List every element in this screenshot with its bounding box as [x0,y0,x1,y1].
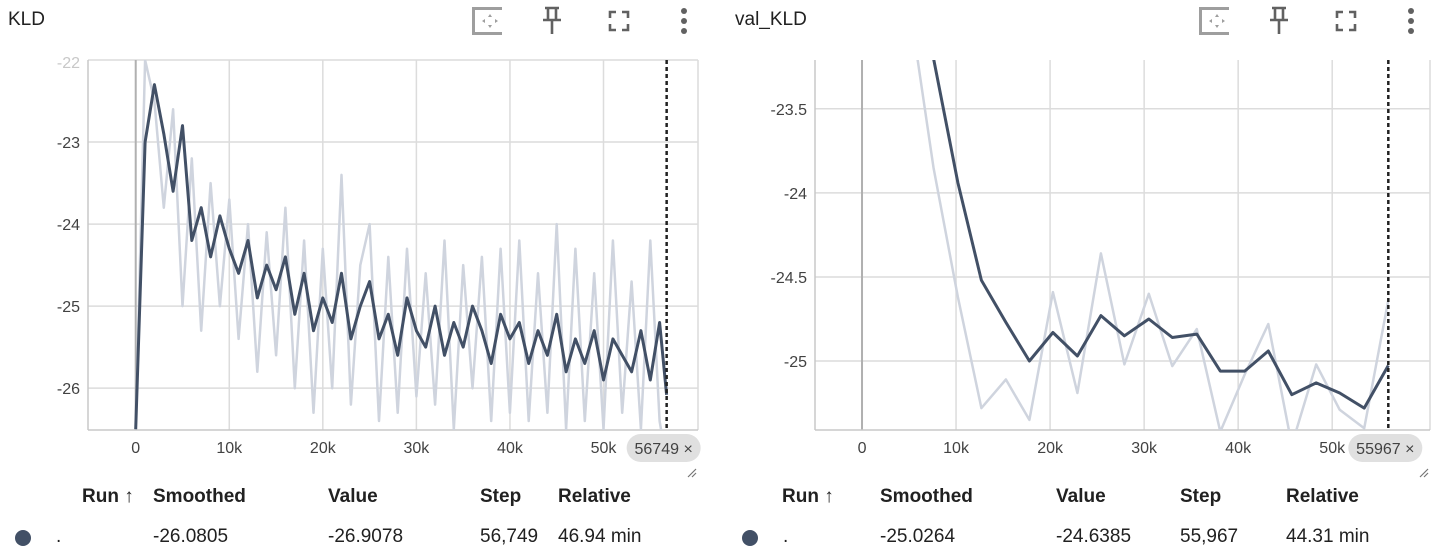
y-tick-label: -26 [57,381,80,398]
cell-step: 55,967 [1180,526,1239,547]
raw-series-line [134,60,663,430]
fullscreen-icon[interactable] [1331,6,1361,36]
cell-run: . [783,526,789,547]
val-kld-card: val_KLD -23.5 -24 -24.5 -25 0 10k 20k 30k 40k 50k… [727,0,1443,559]
x-tick-label: 10k [943,440,970,457]
kld-chart[interactable]: -22 -23 -24 -25 -26 0 10k 20k 30k 40k 50k 56749 × [0,0,720,480]
y-tick-label: -22 [57,55,80,72]
header-relative: Relative [558,486,631,507]
more-vert-icon[interactable] [669,6,699,36]
pin-icon[interactable] [1264,6,1294,36]
x-tick-label: 30k [1131,440,1158,457]
header-step: Step [480,486,522,507]
smoothed-series-line [932,60,1390,410]
card-title: val_KLD [735,9,807,30]
step-badge-label: 55967 × [1356,441,1414,458]
header-run[interactable]: Run ↑ [782,486,834,507]
more-vert-icon[interactable] [1396,6,1426,36]
cell-smoothed: -25.0264 [880,526,956,547]
x-tick-label: 0 [131,440,140,457]
cell-relative: 44.31 min [1286,526,1370,547]
x-tick-label: 30k [403,440,430,457]
cell-value: -26.9078 [328,526,404,547]
header-smoothed: Smoothed [153,486,246,507]
y-tick-label: -25 [784,354,807,371]
smoothed-series-line [134,83,669,430]
header-run[interactable]: Run ↑ [82,486,134,507]
y-tick-label: -24 [57,217,80,234]
cell-relative: 46.94 min [558,526,642,547]
fit-domain-icon[interactable] [472,6,502,36]
x-tick-label: 10k [216,440,243,457]
x-tick-label: 50k [1319,440,1346,457]
header-value: Value [1056,486,1106,507]
header-step: Step [1180,486,1222,507]
x-tick-label: 0 [858,440,867,457]
card-title: KLD [8,9,45,30]
val-kld-chart[interactable]: -23.5 -24 -24.5 -25 0 10k 20k 30k 40k 50k 55967 × [727,0,1443,480]
fullscreen-icon[interactable] [604,6,634,36]
raw-series-line [916,60,1390,430]
cell-value: -24.6385 [1056,526,1132,547]
y-tick-label: -25 [57,299,80,316]
fit-domain-icon[interactable] [1199,6,1229,36]
x-tick-label: 20k [1037,440,1064,457]
step-badge[interactable] [626,434,701,462]
cell-step: 56,749 [480,526,539,547]
x-tick-label: 40k [497,440,524,457]
y-tick-label: -23.5 [771,102,808,119]
cell-run: . [56,526,62,547]
resize-handle-icon [1419,468,1429,478]
step-badge-label: 56749 × [635,441,693,458]
header-relative: Relative [1286,486,1359,507]
x-tick-label: 50k [591,440,618,457]
header-value: Value [328,486,378,507]
y-tick-label: -23 [57,135,80,152]
y-tick-label: -24 [784,186,807,203]
run-color-dot [15,530,31,546]
step-badge[interactable] [1348,434,1423,462]
run-color-dot [742,530,758,546]
kld-card: KLD -22 -23 -24 -25 -26 0 10k 20k 30k 40k 50k 56749… [0,0,720,547]
y-tick-label: -24.5 [771,270,808,287]
resize-handle-icon [687,468,697,478]
x-tick-label: 40k [1225,440,1252,457]
x-tick-label: 20k [310,440,337,457]
cell-smoothed: -26.0805 [153,526,229,547]
header-smoothed: Smoothed [880,486,973,507]
pin-icon[interactable] [537,6,567,36]
